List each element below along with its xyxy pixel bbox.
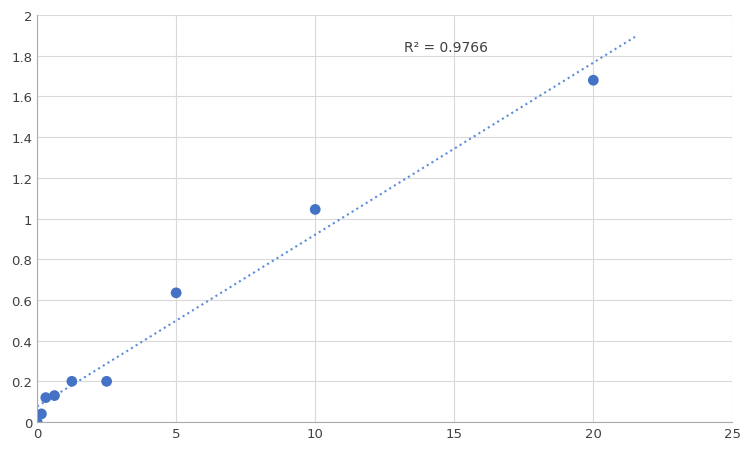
Point [35,410,47,418]
Point [309,207,321,214]
Point [48,392,60,399]
Point [587,78,599,85]
Point [101,378,113,385]
Text: R² = 0.9766: R² = 0.9766 [405,41,488,55]
Point [40,394,52,401]
Point [31,419,43,426]
Point [170,290,182,297]
Point [66,378,78,385]
